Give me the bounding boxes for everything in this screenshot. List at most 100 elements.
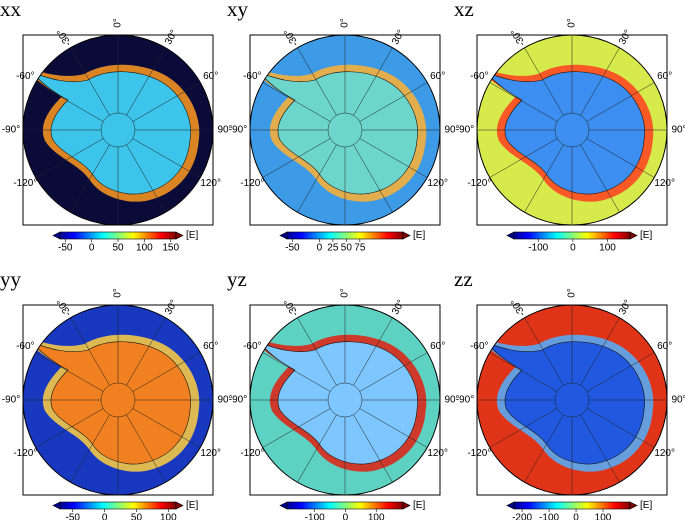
colorbar [59,231,177,240]
longitude-label: 60° [430,71,445,82]
graticule-meridian [262,138,331,178]
graticule-meridian [489,82,558,122]
colorbar-tick-label: -50 [58,243,73,254]
graticule-meridian [70,414,110,483]
graticule-meridian [524,414,564,483]
colorbar-tick-label: -100 [305,513,325,520]
colorbar-unit: [E] [186,500,198,511]
longitude-label: 120° [200,178,221,189]
graticule-meridian [35,408,104,448]
longitude-label: 90° [217,125,232,136]
longitude-label: 120° [427,178,448,189]
colorbar-unit: [E] [640,500,652,511]
map [250,305,440,495]
panel-label: zz [454,267,473,291]
colorbar-arrow [279,231,288,240]
graticule-meridian [262,408,331,448]
longitude-label: -120° [467,178,491,189]
continent [32,71,191,195]
colorbar-tick-label: 0 [570,243,576,254]
longitude-label: -60° [470,71,488,82]
panel-label: yy [0,267,22,291]
map [477,305,667,495]
colorbar-tick-label: 0 [573,513,579,520]
longitude-label: 90° [217,395,232,406]
longitude-label: 0° [113,288,124,298]
graticule-meridian [70,47,110,116]
continent [259,341,418,465]
graticule-meridian [586,352,655,392]
longitude-label: 0° [340,288,351,298]
colorbar-tick-label: 0 [343,513,349,520]
longitude-label: 60° [657,71,672,82]
graticule-meridian [586,408,655,448]
map [250,35,440,225]
graticule-meridian [262,82,331,122]
longitude-label: 60° [657,341,672,352]
graticule-meridian [126,47,166,116]
graticule-meridian [353,47,393,116]
graticule-meridian [489,138,558,178]
graticule-meridian [489,352,558,392]
longitude-label: -120° [240,178,264,189]
longitude-label: -120° [240,448,264,459]
colorbar-tick-label: 0 [89,243,95,254]
longitude-label: 120° [200,448,221,459]
longitude-label: -90° [456,395,474,406]
graticule-meridian [126,414,166,483]
graticule-meridian [580,414,620,483]
longitude-label: -60° [243,71,261,82]
graticule-meridian [132,408,201,448]
colorbar [513,231,631,240]
longitude-label: 60° [203,71,218,82]
map [477,35,667,225]
longitude-label: -120° [13,178,37,189]
panel-label: xx [0,0,22,21]
colorbar-tick-label: 100 [595,513,612,520]
graticule-meridian [297,144,337,213]
graticule-meridian [359,138,428,178]
colorbar-arrow [52,231,61,240]
longitude-label: -60° [16,341,34,352]
colorbar [286,231,404,240]
graticule-meridian [359,408,428,448]
graticule-meridian [35,82,104,122]
colorbar [513,501,631,510]
longitude-label: -90° [2,395,20,406]
longitude-label: -60° [470,341,488,352]
colorbar-tick-label: 50 [112,243,124,254]
colorbar-tick-label: 0 [102,513,108,520]
graticule-meridian [297,414,337,483]
colorbar-tick-label: -100 [539,513,559,520]
longitude-label: -120° [467,448,491,459]
colorbar-unit: [E] [186,230,198,241]
map [23,35,213,225]
longitude-label: 120° [654,178,675,189]
colorbar-arrow [279,501,288,510]
graticule-meridian [353,144,393,213]
colorbar-unit: [E] [640,230,652,241]
longitude-label: -90° [2,125,20,136]
longitude-label: 90° [671,395,685,406]
colorbar-tick-label: 75 [354,243,366,254]
colorbar-tick-label: 50 [131,513,143,520]
longitude-label: -90° [229,125,247,136]
graticule-meridian [262,352,331,392]
graticule-meridian [132,352,201,392]
colorbar-tick-label: 0 [317,243,323,254]
colorbar-tick-label: 150 [162,243,179,254]
graticule-meridian [35,352,104,392]
map [23,305,213,495]
colorbar-arrow [175,501,184,510]
graticule-meridian [126,144,166,213]
graticule-meridian [524,144,564,213]
panel-label: xz [454,0,474,21]
longitude-label: -90° [229,395,247,406]
continent [259,71,418,195]
graticule-meridian [524,47,564,116]
graticule-meridian [70,144,110,213]
longitude-label: -90° [456,125,474,136]
continent [486,71,645,195]
graticule-meridian [132,138,201,178]
